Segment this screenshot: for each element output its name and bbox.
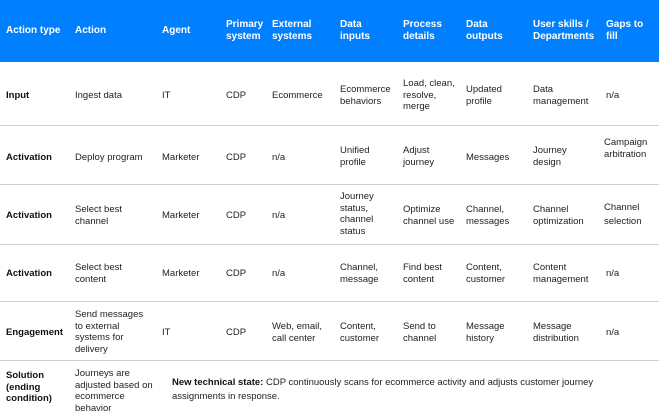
cell-primary-system: CDP <box>226 210 247 221</box>
technical-state-label: New technical state: <box>172 377 264 388</box>
cell-agent: IT <box>162 90 171 101</box>
cell-data-outputs: Messages <box>466 152 510 163</box>
cell-external-systems: n/a <box>272 152 286 163</box>
solution-technical-state: New technical state: CDP continuously sc… <box>172 376 642 403</box>
cell-data-inputs: Journey status, channel status <box>340 191 374 237</box>
cell-data-outputs: Updated profile <box>466 84 502 107</box>
table-row: Engagement Send messages to external sys… <box>0 302 659 361</box>
cell-gaps: n/a <box>606 268 620 279</box>
cell-primary-system: CDP <box>226 268 247 279</box>
cell-action-type: Activation <box>6 152 52 163</box>
cell-data-outputs: Content, customer <box>466 262 506 285</box>
cell-data-outputs: Channel, messages <box>466 204 510 227</box>
cell-user-skills: Content management <box>533 262 589 285</box>
cell-action-type: Input <box>6 90 30 101</box>
cell-action: Deploy program <box>75 152 143 163</box>
cell-process-details: Optimize channel use <box>403 204 455 227</box>
cell-primary-system: CDP <box>226 90 247 101</box>
solution-row: Solution (ending condition) Journeys are… <box>0 361 659 415</box>
solution-label: Solution (ending condition) <box>6 370 52 404</box>
cell-data-inputs: Ecommerce behaviors <box>340 84 391 107</box>
table-row: Activation Select best content Marketer … <box>0 245 659 302</box>
cell-external-systems: Ecommerce <box>272 90 323 101</box>
cell-agent: Marketer <box>162 210 200 221</box>
header-user-skills: User skills / Departments <box>533 19 595 42</box>
cell-gaps: n/a <box>606 327 620 338</box>
cell-external-systems: Web, email, call center <box>272 321 322 344</box>
cell-data-inputs: Unified profile <box>340 145 370 168</box>
header-external-systems: External systems <box>272 19 313 42</box>
cell-process-details: Load, clean, resolve, merge <box>403 78 455 112</box>
cell-action-type: Engagement <box>6 327 64 338</box>
cell-data-inputs: Content, customer <box>340 321 380 344</box>
cell-action: Select best content <box>75 262 122 285</box>
cell-primary-system: CDP <box>226 327 247 338</box>
header-action-type: Action type <box>6 25 61 36</box>
cell-agent: Marketer <box>162 152 200 163</box>
cell-action: Select best channel <box>75 204 122 227</box>
cell-process-details: Send to channel <box>403 321 437 344</box>
header-data-inputs: Data inputs <box>340 19 370 42</box>
cell-action-type: Activation <box>6 268 52 279</box>
header-primary-system: Primary system <box>226 19 264 42</box>
cell-user-skills: Message distribution <box>533 321 579 344</box>
cell-action: Send messages to external systems for de… <box>75 309 144 355</box>
cell-agent: Marketer <box>162 268 200 279</box>
header-data-outputs: Data outputs <box>466 19 503 42</box>
cell-process-details: Adjust journey <box>403 145 435 168</box>
cell-external-systems: n/a <box>272 210 286 221</box>
technical-state-text: CDP continuously scans for ecommerce act… <box>172 377 594 402</box>
cell-process-details: Find best content <box>403 262 443 285</box>
cell-gaps: Channel selection <box>604 202 642 227</box>
table-row: Activation Select best channel Marketer … <box>0 185 659 245</box>
cell-user-skills: Data management <box>533 84 589 107</box>
header-action: Action <box>75 25 107 36</box>
cell-data-inputs: Channel, message <box>340 262 379 285</box>
header-agent: Agent <box>162 25 191 36</box>
table-header: Action type Action Agent Primary system … <box>0 0 659 62</box>
cell-data-outputs: Message history <box>466 321 505 344</box>
table-row: Activation Deploy program Marketer CDP n… <box>0 126 659 185</box>
cell-agent: IT <box>162 327 171 338</box>
cell-action: Ingest data <box>75 90 123 101</box>
header-gaps: Gaps to fill <box>606 19 644 42</box>
cell-action-type: Activation <box>6 210 52 221</box>
cell-gaps: n/a <box>606 90 620 101</box>
header-process-details: Process details <box>403 19 442 42</box>
cell-user-skills: Channel optimization <box>533 204 584 227</box>
cell-primary-system: CDP <box>226 152 247 163</box>
cell-gaps: Campaign arbitration <box>604 137 648 160</box>
cell-external-systems: n/a <box>272 268 286 279</box>
table-row: Input Ingest data IT CDP Ecommerce Ecomm… <box>0 62 659 126</box>
solution-action: Journeys are adjusted based on ecommerce… <box>75 368 153 414</box>
cell-user-skills: Journey design <box>533 145 567 168</box>
